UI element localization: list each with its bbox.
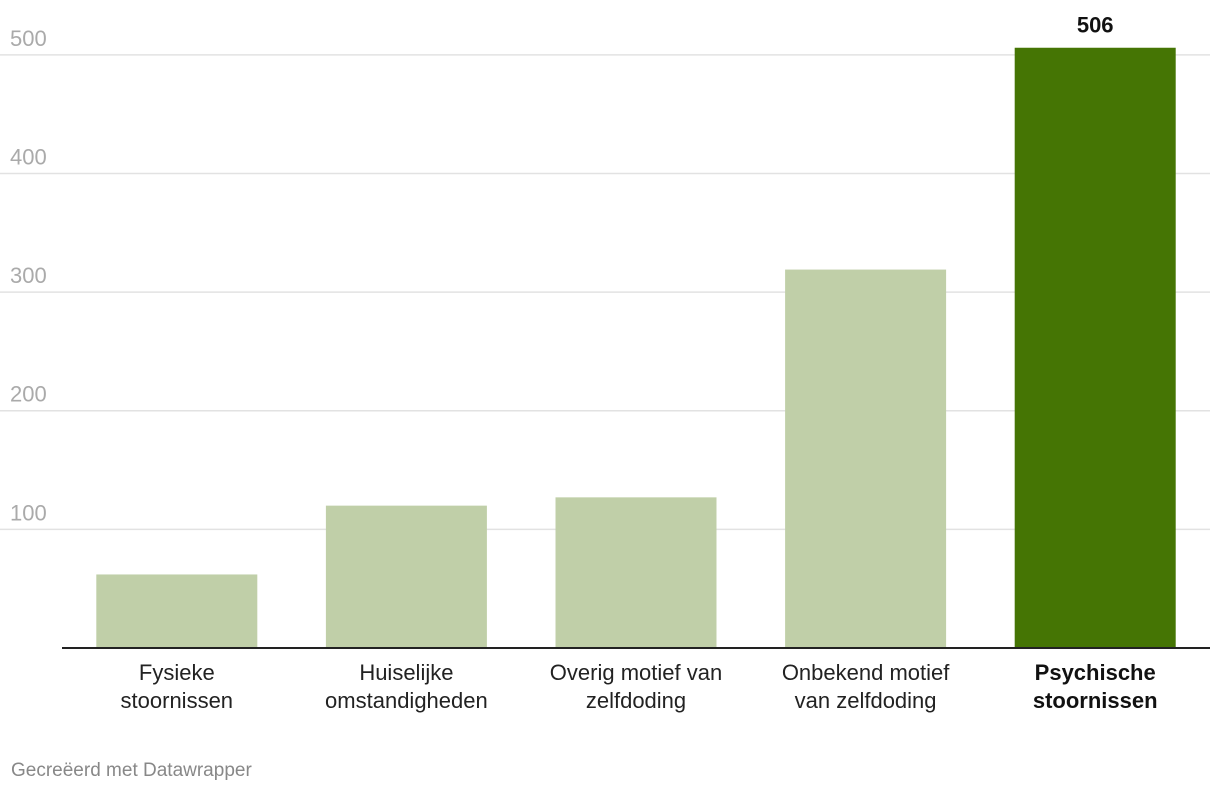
x-tick-label: Psychische [1035, 660, 1156, 685]
y-tick-label: 100 [10, 500, 47, 525]
x-tick-label: Onbekend motief [782, 660, 950, 685]
x-tick-label: van zelfdoding [795, 688, 937, 713]
x-tick-label: stoornissen [121, 688, 234, 713]
bar [785, 269, 947, 648]
x-tick-label: Fysieke [139, 660, 215, 685]
gridlines: 100 200 300 400 500 [0, 26, 1210, 531]
y-tick-label: 400 [10, 144, 47, 169]
bar [96, 574, 258, 648]
y-tick-label: 300 [10, 263, 47, 288]
bar [325, 505, 487, 648]
x-tick-label: Huiselijke [359, 660, 453, 685]
bar [555, 497, 717, 648]
y-tick-label: 200 [10, 382, 47, 407]
x-tick-label: zelfdoding [586, 688, 686, 713]
value-labels: 506 [1077, 13, 1114, 38]
x-tick-label: omstandigheden [325, 688, 488, 713]
y-tick-label: 500 [10, 26, 47, 51]
bars [96, 47, 1176, 648]
bar [1014, 47, 1176, 648]
credit-text: Gecreëerd met Datawrapper [11, 760, 252, 781]
x-tick-label: Overig motief van [550, 660, 722, 685]
x-tick-label: stoornissen [1033, 688, 1158, 713]
bar-chart: 100 200 300 400 500 506 Fysieke stoornissen Hu… [0, 13, 1210, 713]
bar-value-label: 506 [1077, 13, 1114, 38]
category-labels: Fysieke stoornissen Huiselijke omstandighed… [121, 660, 1158, 713]
